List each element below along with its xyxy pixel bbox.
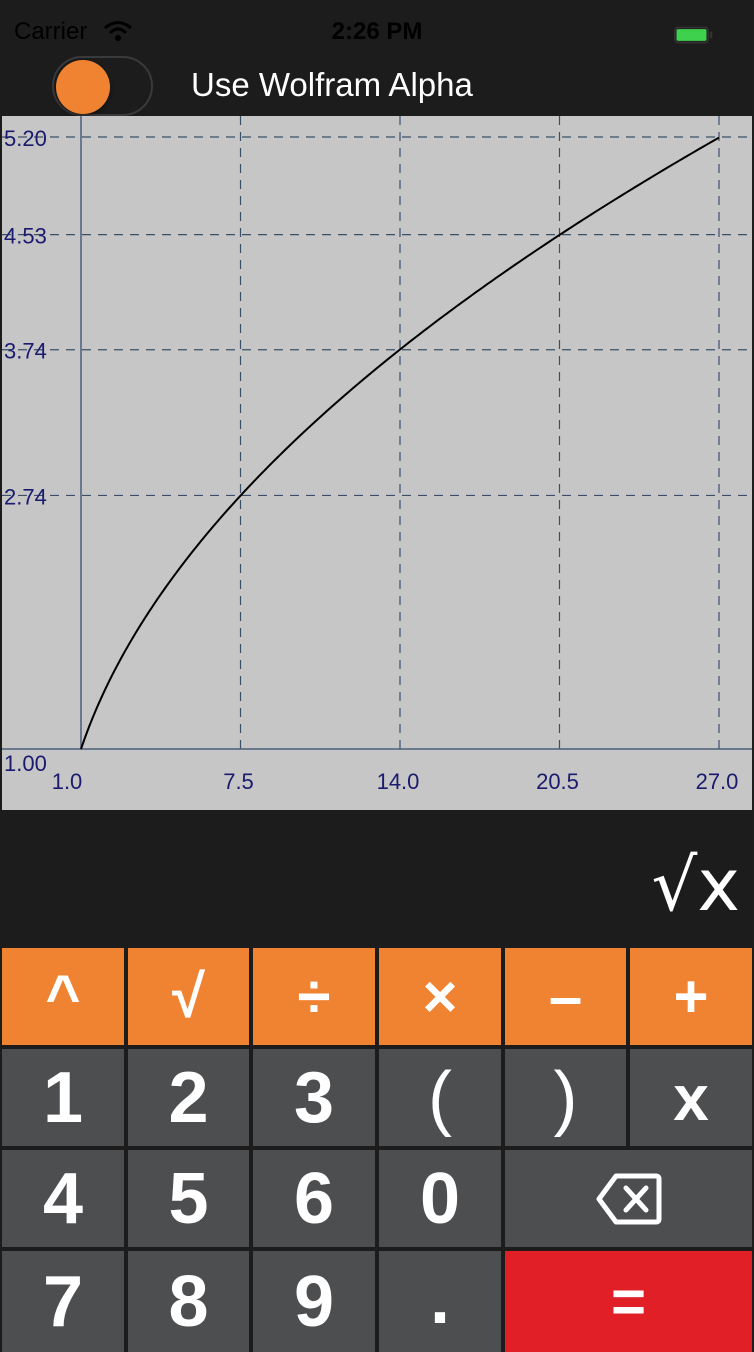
key-2[interactable]: 2 xyxy=(128,1049,249,1146)
backspace-button[interactable] xyxy=(505,1150,752,1247)
y-tick-label: 2.74 xyxy=(4,484,47,509)
key-add[interactable]: + xyxy=(630,948,752,1045)
x-tick-label: 1.0 xyxy=(52,769,83,794)
clock: 2:26 PM xyxy=(331,18,423,45)
key-6[interactable]: 6 xyxy=(253,1150,375,1247)
x-tick-label: 20.5 xyxy=(536,769,579,794)
keypad: ^ √ ÷ × – + 1 2 3 ( ) x 4 5 6 0 7 8 9 . … xyxy=(0,947,754,1352)
key-decimal[interactable]: . xyxy=(379,1251,501,1352)
key-close-paren[interactable]: ) xyxy=(505,1049,626,1146)
y-tick-label: 4.53 xyxy=(4,224,47,249)
function-curve xyxy=(80,136,720,750)
key-divide[interactable]: ÷ xyxy=(253,948,375,1045)
wifi-icon xyxy=(104,21,132,41)
key-5[interactable]: 5 xyxy=(128,1150,249,1247)
equals-button[interactable]: = xyxy=(505,1251,752,1352)
key-sqrt[interactable]: √ xyxy=(128,948,249,1045)
key-3[interactable]: 3 xyxy=(253,1049,375,1146)
toggle-knob[interactable] xyxy=(56,60,110,114)
carrier-label: Carrier xyxy=(14,18,88,45)
key-7[interactable]: 7 xyxy=(2,1251,124,1352)
key-power[interactable]: ^ xyxy=(2,948,124,1045)
key-8[interactable]: 8 xyxy=(128,1251,249,1352)
header: Use Wolfram Alpha xyxy=(0,52,754,116)
key-4[interactable]: 4 xyxy=(2,1150,124,1247)
key-open-paren[interactable]: ( xyxy=(379,1049,501,1146)
y-tick-label: 1.00 xyxy=(4,751,47,776)
graph-panel[interactable]: 5.20 4.53 3.74 2.74 1.00 1.0 7.5 14.0 20.5 27.0 xyxy=(2,116,752,810)
x-tick-label: 27.0 xyxy=(696,769,739,794)
y-tick-label: 5.20 xyxy=(4,126,47,151)
graph-chart[interactable]: 5.20 4.53 3.74 2.74 1.001.0 7.5 14.0 20.5 27.0 xyxy=(2,116,752,810)
status-bar: Carrier 2:26 PM xyxy=(0,0,754,60)
key-1[interactable]: 1 xyxy=(2,1049,124,1146)
x-tick-label: 14.0 xyxy=(377,769,420,794)
backspace-icon xyxy=(596,1173,661,1224)
y-tick-label: 3.74 xyxy=(4,339,47,364)
key-subtract[interactable]: – xyxy=(505,948,626,1045)
battery-icon xyxy=(674,26,713,44)
key-variable-x[interactable]: x xyxy=(630,1049,752,1146)
key-9[interactable]: 9 xyxy=(253,1251,375,1352)
key-0[interactable]: 0 xyxy=(379,1150,501,1247)
toggle-label: Use Wolfram Alpha xyxy=(191,66,473,103)
key-multiply[interactable]: × xyxy=(379,948,501,1045)
expression-display: √x xyxy=(651,843,741,927)
wolfram-toggle[interactable] xyxy=(52,56,153,116)
x-tick-label: 7.5 xyxy=(223,769,254,794)
